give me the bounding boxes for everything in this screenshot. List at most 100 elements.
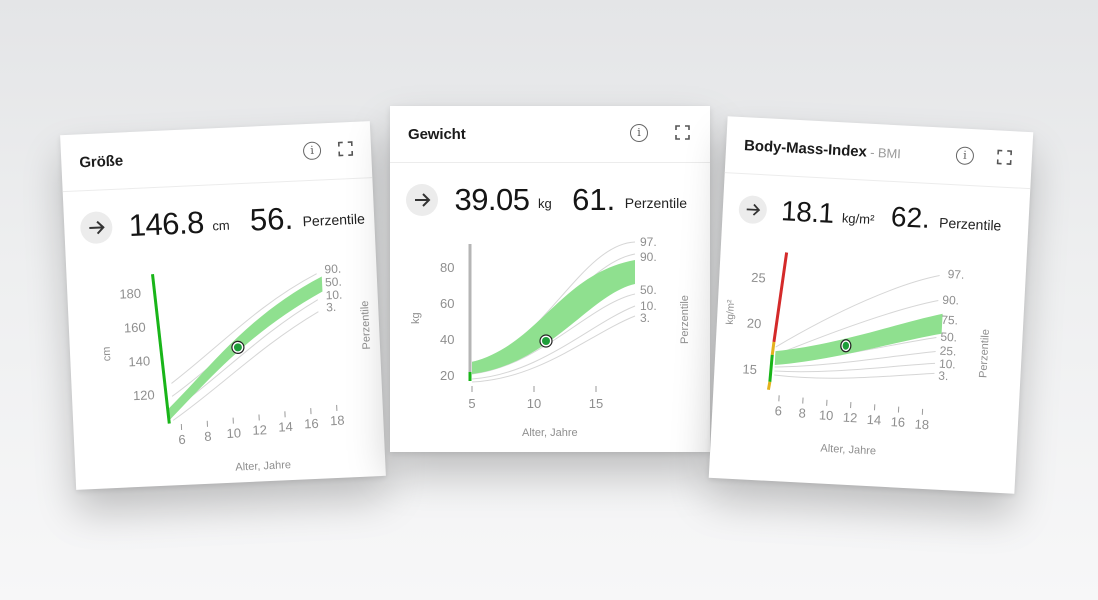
measurement-dot-icon[interactable] <box>539 334 553 348</box>
info-icon[interactable]: i <box>302 141 322 161</box>
weight-card: Gewicht i 39.05 kg 61. Perzentile 80 60 … <box>390 106 710 452</box>
right-axis-label: Perzentile <box>679 295 691 344</box>
expand-icon[interactable] <box>675 125 690 140</box>
percentile-label: 97. <box>640 235 657 249</box>
arrow-right-icon[interactable] <box>406 184 438 216</box>
metric-row: 39.05 kg 61. Perzentile <box>406 182 687 222</box>
bmi-value: 18.1 <box>780 195 835 229</box>
y-tick-label: 40 <box>440 332 454 347</box>
percentile-band <box>168 276 323 421</box>
expand-icon[interactable] <box>337 141 354 157</box>
x-axis-ticks <box>180 404 338 431</box>
percentile-label: Perzentile <box>302 210 366 230</box>
percentile-label: 50. <box>940 330 957 345</box>
percentile-label: 25. <box>939 344 956 359</box>
x-axis-label: Alter, Jahre <box>235 459 291 474</box>
y-tick-label: 20 <box>440 368 454 383</box>
metric-row: 146.8 cm 56. Perzentile <box>79 197 366 250</box>
x-tick-label: 6 <box>774 403 782 418</box>
x-tick-labels: 5 10 15 <box>468 396 603 411</box>
y-tick-label: 160 <box>124 320 146 336</box>
percentile-label: 10. <box>640 299 657 313</box>
percentile-labels: 97. 90. 75. 50. 25. 10. 3. <box>938 267 965 384</box>
percentile-line-3 <box>172 311 319 421</box>
x-tick-label: 14 <box>278 419 293 435</box>
y-tick-label: 25 <box>751 270 766 286</box>
arrow-right-icon[interactable] <box>738 194 768 225</box>
height-chart: 180 160 140 120 cm 6 8 10 12 14 16 18 Al… <box>101 262 373 474</box>
bmi-title-suffix: - BMI <box>866 144 902 162</box>
y-tick-label: 140 <box>128 353 150 369</box>
bmi-title: Body-Mass-Index <box>743 137 868 161</box>
weight-chart: 80 60 40 20 kg 5 10 15 Alter, Jahre 97. … <box>410 235 691 439</box>
percentile-label: 75. <box>941 313 958 328</box>
x-tick-label: 15 <box>589 396 603 411</box>
y-axis-ticks: 25 20 15 <box>742 270 766 377</box>
x-tick-label: 18 <box>914 416 929 432</box>
percentile-value: 62. <box>890 200 931 234</box>
percentile-line-97 <box>775 275 940 348</box>
y-axis-yellow-low <box>766 381 772 391</box>
percentile-labels: 97. 90. 50. 10. 3. <box>640 235 657 325</box>
percentile-labels: 90. 50. 10. 3. <box>324 262 342 315</box>
y-axis-green <box>768 354 774 382</box>
info-icon[interactable]: i <box>955 146 975 166</box>
percentile-label: 90. <box>640 250 657 264</box>
percentile-label: 3. <box>640 311 650 325</box>
x-tick-label: 5 <box>468 396 475 411</box>
y-tick-label: 180 <box>119 286 141 302</box>
expand-icon[interactable] <box>996 149 1013 165</box>
height-unit: cm <box>211 217 231 233</box>
percentile-value: 56. <box>249 200 294 238</box>
arrow-right-icon[interactable] <box>79 210 114 245</box>
y-tick-label: 120 <box>133 387 155 403</box>
x-tick-label: 16 <box>304 416 319 432</box>
x-axis-ticks <box>778 395 924 415</box>
info-icon[interactable]: i <box>630 124 648 142</box>
card-header: Größe i <box>60 121 373 193</box>
percentile-band <box>774 313 943 366</box>
card-title: Gewicht <box>408 126 466 143</box>
x-tick-label: 16 <box>890 414 905 430</box>
percentile-line-3 <box>774 372 935 379</box>
percentile-label: Perzentile <box>938 214 1002 234</box>
x-tick-label: 14 <box>866 412 881 428</box>
y-tick-label: 60 <box>440 296 454 311</box>
right-axis-label: Perzentile <box>359 300 373 349</box>
x-tick-labels: 6 8 10 12 14 16 18 <box>774 403 929 432</box>
measurement-dot-icon[interactable] <box>840 339 852 353</box>
height-value: 146.8 <box>127 204 205 244</box>
x-tick-label: 10 <box>527 396 541 411</box>
percentile-label: 3. <box>326 300 337 314</box>
y-tick-label: 20 <box>746 316 761 332</box>
percentile-label: 90. <box>942 293 959 308</box>
percentile-label: 10. <box>939 357 956 372</box>
x-tick-label: 8 <box>798 405 806 420</box>
weight-value: 39.05 <box>454 182 530 217</box>
height-card: Größe i 146.8 cm 56. Perzentile 180 160 … <box>60 121 386 490</box>
weight-unit: kg <box>537 195 552 211</box>
percentile-label: 97. <box>947 267 964 282</box>
y-axis-yellow <box>770 341 776 356</box>
x-axis-label: Alter, Jahre <box>820 443 876 458</box>
x-tick-labels: 6 8 10 12 14 16 18 <box>178 413 345 448</box>
y-axis-unit: kg <box>410 312 422 324</box>
percentile-label: 10. <box>325 288 342 303</box>
percentile-label: Perzentile <box>624 195 687 211</box>
percentile-label: 3. <box>938 369 949 384</box>
percentile-label: 50. <box>325 275 342 290</box>
x-tick-label: 6 <box>178 432 186 447</box>
bmi-unit: kg/m² <box>841 209 875 227</box>
x-tick-label: 10 <box>226 425 241 441</box>
y-axis-line <box>151 273 171 424</box>
measurement-dot-icon[interactable] <box>231 340 245 354</box>
x-axis-ticks <box>471 386 597 392</box>
card-title: Größe <box>78 152 124 172</box>
percentile-line-25 <box>774 350 936 368</box>
y-axis-ticks: 180 160 140 120 <box>119 286 155 403</box>
card-title: Body-Mass-Index - BMI <box>744 137 901 162</box>
percentile-line-10 <box>774 362 936 373</box>
percentile-line-3 <box>471 315 636 383</box>
metric-row: 18.1 kg/m² 62. Perzentile <box>738 193 1003 247</box>
x-tick-label: 12 <box>252 422 267 438</box>
